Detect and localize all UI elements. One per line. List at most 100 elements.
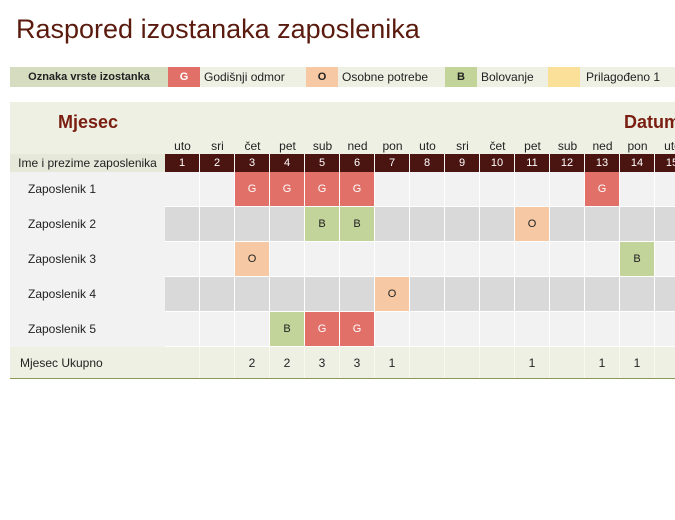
day-cell[interactable] [375, 207, 410, 242]
day-cell[interactable] [410, 312, 445, 347]
day-cell[interactable] [550, 312, 585, 347]
day-cell[interactable]: O [235, 242, 270, 277]
day-cell[interactable] [375, 242, 410, 277]
total-cell [445, 347, 480, 379]
day-cell[interactable] [550, 242, 585, 277]
day-cell[interactable] [445, 242, 480, 277]
employee-name[interactable]: Zaposlenik 5 [10, 312, 165, 347]
day-cell[interactable] [655, 242, 675, 277]
weekday-label: sri [211, 139, 224, 153]
day-cell[interactable]: G [305, 312, 340, 347]
weekday-label: sub [557, 139, 578, 153]
date-label[interactable]: Datum [624, 112, 675, 132]
day-cell[interactable] [515, 242, 550, 277]
weekday-label: čet [489, 139, 506, 153]
day-cell[interactable]: G [585, 172, 620, 207]
employee-name[interactable]: Zaposlenik 1 [10, 172, 165, 207]
day-cell[interactable]: G [305, 172, 340, 207]
day-cell[interactable] [200, 207, 235, 242]
day-cell[interactable] [655, 207, 675, 242]
legend-text-godisnji: Godišnji odmor [204, 70, 285, 84]
day-cell[interactable] [445, 172, 480, 207]
day-cell[interactable] [550, 277, 585, 312]
day-cell[interactable] [375, 172, 410, 207]
day-cell[interactable] [270, 277, 305, 312]
day-cell[interactable] [620, 277, 655, 312]
employee-name[interactable]: Zaposlenik 2 [10, 207, 165, 242]
day-cell[interactable] [410, 277, 445, 312]
employee-name[interactable]: Zaposlenik 4 [10, 277, 165, 312]
day-cell[interactable] [620, 172, 655, 207]
day-cell[interactable] [585, 312, 620, 347]
day-cell[interactable] [655, 172, 675, 207]
employee-name[interactable]: Zaposlenik 3 [10, 242, 165, 277]
day-cell[interactable] [375, 312, 410, 347]
day-cell[interactable]: B [620, 242, 655, 277]
day-cell[interactable] [515, 312, 550, 347]
day-cell[interactable] [165, 207, 200, 242]
day-cell[interactable] [410, 207, 445, 242]
day-cell[interactable]: G [235, 172, 270, 207]
day-cell[interactable] [235, 312, 270, 347]
day-cell[interactable]: G [340, 172, 375, 207]
day-number: 7 [375, 154, 410, 172]
day-cell[interactable] [165, 172, 200, 207]
day-cell[interactable] [200, 277, 235, 312]
day-cell[interactable] [200, 172, 235, 207]
day-cell[interactable]: B [340, 207, 375, 242]
legend-swatch-osobne[interactable]: O [306, 67, 338, 87]
legend-swatch-prilagodeno[interactable] [548, 67, 580, 87]
day-cell[interactable] [200, 312, 235, 347]
day-cell[interactable] [305, 277, 340, 312]
day-cell[interactable] [200, 242, 235, 277]
day-cell[interactable] [445, 312, 480, 347]
day-cell[interactable]: B [270, 312, 305, 347]
legend-swatch-bolovanje[interactable]: B [445, 67, 477, 87]
day-cell[interactable] [550, 172, 585, 207]
day-cell[interactable] [585, 242, 620, 277]
day-cell[interactable] [270, 242, 305, 277]
weekday-label: sub [312, 139, 333, 153]
day-cell[interactable] [165, 312, 200, 347]
day-cell[interactable] [480, 242, 515, 277]
day-cell[interactable] [410, 242, 445, 277]
day-cell[interactable] [655, 277, 675, 312]
day-cell[interactable] [270, 207, 305, 242]
day-cell[interactable]: G [340, 312, 375, 347]
day-cell[interactable] [165, 242, 200, 277]
day-cell[interactable] [445, 277, 480, 312]
day-cell[interactable]: G [270, 172, 305, 207]
day-cell[interactable] [480, 172, 515, 207]
total-cell: 2 [270, 347, 305, 379]
day-cell[interactable] [340, 277, 375, 312]
day-number: 1 [165, 154, 200, 172]
day-cell[interactable] [480, 207, 515, 242]
day-cell[interactable]: O [375, 277, 410, 312]
day-cell[interactable] [305, 242, 340, 277]
total-cell [200, 347, 235, 379]
day-cell[interactable] [480, 312, 515, 347]
day-number: 11 [515, 154, 550, 172]
day-number: 5 [305, 154, 340, 172]
day-cell[interactable]: O [515, 207, 550, 242]
day-cell[interactable] [655, 312, 675, 347]
day-cell[interactable] [480, 277, 515, 312]
day-cell[interactable] [620, 207, 655, 242]
day-cell[interactable]: B [305, 207, 340, 242]
month-label[interactable]: Mjesec [58, 112, 119, 132]
legend-swatch-godisnji[interactable]: G [168, 67, 200, 87]
day-cell[interactable] [620, 312, 655, 347]
day-cell[interactable] [445, 207, 480, 242]
day-cell[interactable] [410, 172, 445, 207]
total-cell: 3 [305, 347, 340, 379]
day-cell[interactable] [550, 207, 585, 242]
day-cell[interactable] [165, 277, 200, 312]
day-cell[interactable] [515, 172, 550, 207]
total-cell: 1 [585, 347, 620, 379]
day-cell[interactable] [585, 207, 620, 242]
day-cell[interactable] [515, 277, 550, 312]
day-cell[interactable] [235, 277, 270, 312]
day-cell[interactable] [340, 242, 375, 277]
day-cell[interactable] [585, 277, 620, 312]
day-cell[interactable] [235, 207, 270, 242]
